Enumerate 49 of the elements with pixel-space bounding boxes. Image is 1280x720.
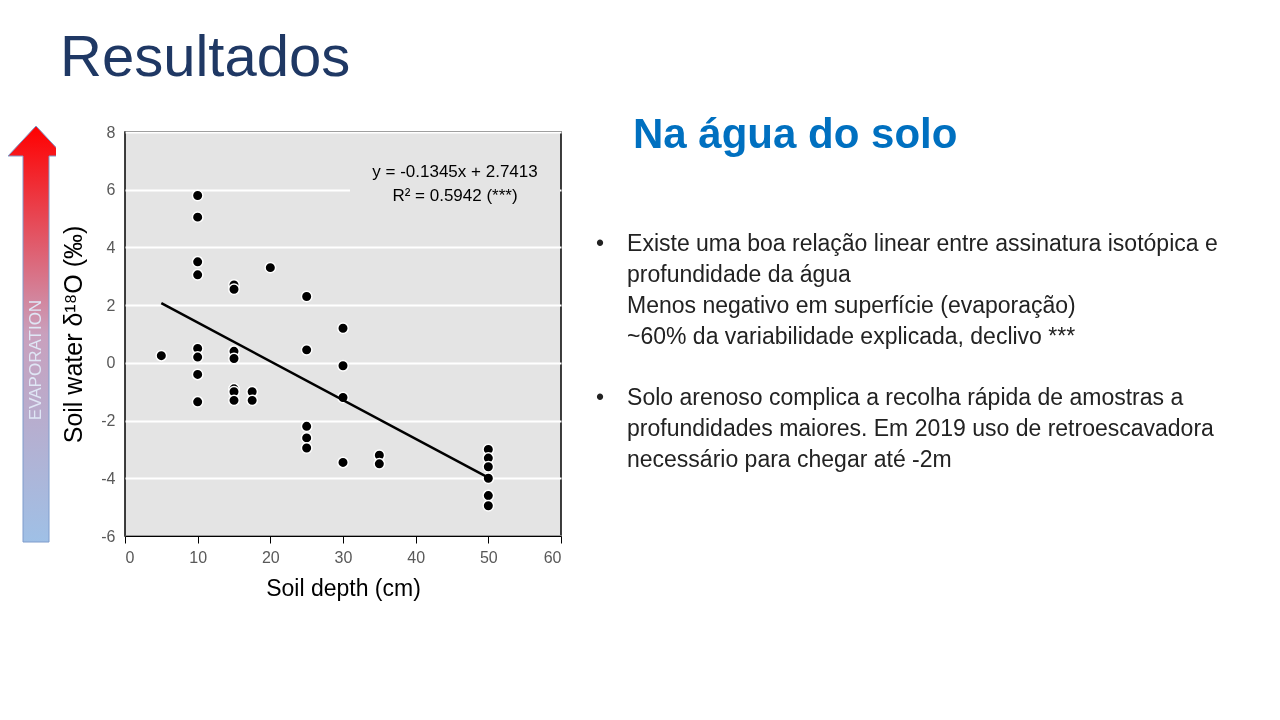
point	[155, 349, 168, 362]
text: Na água do solo	[633, 110, 958, 158]
y-tick-label: 4	[106, 238, 116, 256]
x-tick-label: 10	[189, 548, 208, 566]
point	[191, 368, 204, 381]
point	[191, 351, 204, 364]
y-tick-label: 2	[106, 296, 116, 314]
y-tick-label: 6	[106, 181, 116, 199]
x-tick-label: 60	[543, 548, 562, 566]
y-tick-label: 0	[106, 354, 116, 372]
y-tick-label: -4	[101, 469, 116, 487]
annotation: y = -0.1345x + 2.7413	[371, 161, 539, 183]
point	[482, 460, 495, 473]
point	[337, 359, 349, 372]
text: • Existe uma boa relação linear entre assinatura isotópica e profundidade da água Menos negativo em superfície (evaporação) ~60% da variabilidade explicada, declivo ***	[596, 229, 1219, 351]
point	[191, 211, 204, 224]
y-axis-title: Soil water δ¹⁸O (‰)	[59, 225, 88, 444]
x-tick-label: 0	[125, 548, 135, 566]
point	[228, 394, 240, 407]
text: • Solo arenoso complica a recolha rápida de amostras a profundidades maiores. Em 2019 uso de retroescavadora necessário para chegar até -2m	[596, 383, 1215, 474]
point	[300, 431, 313, 444]
point	[191, 268, 204, 281]
point	[264, 261, 277, 274]
point	[300, 420, 313, 433]
text: EVAPORATION	[26, 299, 46, 421]
point	[300, 343, 313, 356]
point	[337, 456, 349, 469]
x-tick-label: 30	[334, 548, 353, 566]
point	[300, 290, 313, 303]
annotation: R² = 0.5942 (***)	[391, 185, 519, 207]
x-tick-label: 50	[479, 548, 498, 566]
y-tick-label: -2	[101, 412, 116, 430]
point	[228, 283, 240, 296]
x-tick-label: 20	[261, 548, 280, 566]
y-tick-label: -6	[101, 527, 116, 545]
point	[228, 352, 240, 365]
x-tick-label: 40	[407, 548, 426, 566]
point	[300, 442, 313, 454]
point	[337, 322, 349, 335]
point	[482, 489, 495, 502]
point	[482, 499, 495, 512]
y-tick-label: 8	[106, 123, 116, 141]
point	[373, 457, 386, 470]
point	[246, 394, 259, 407]
point	[191, 255, 204, 268]
chart-title: Resultados	[60, 22, 351, 89]
point	[191, 189, 204, 202]
x-axis-title: Soil depth (cm)	[266, 574, 421, 601]
point	[191, 395, 204, 408]
